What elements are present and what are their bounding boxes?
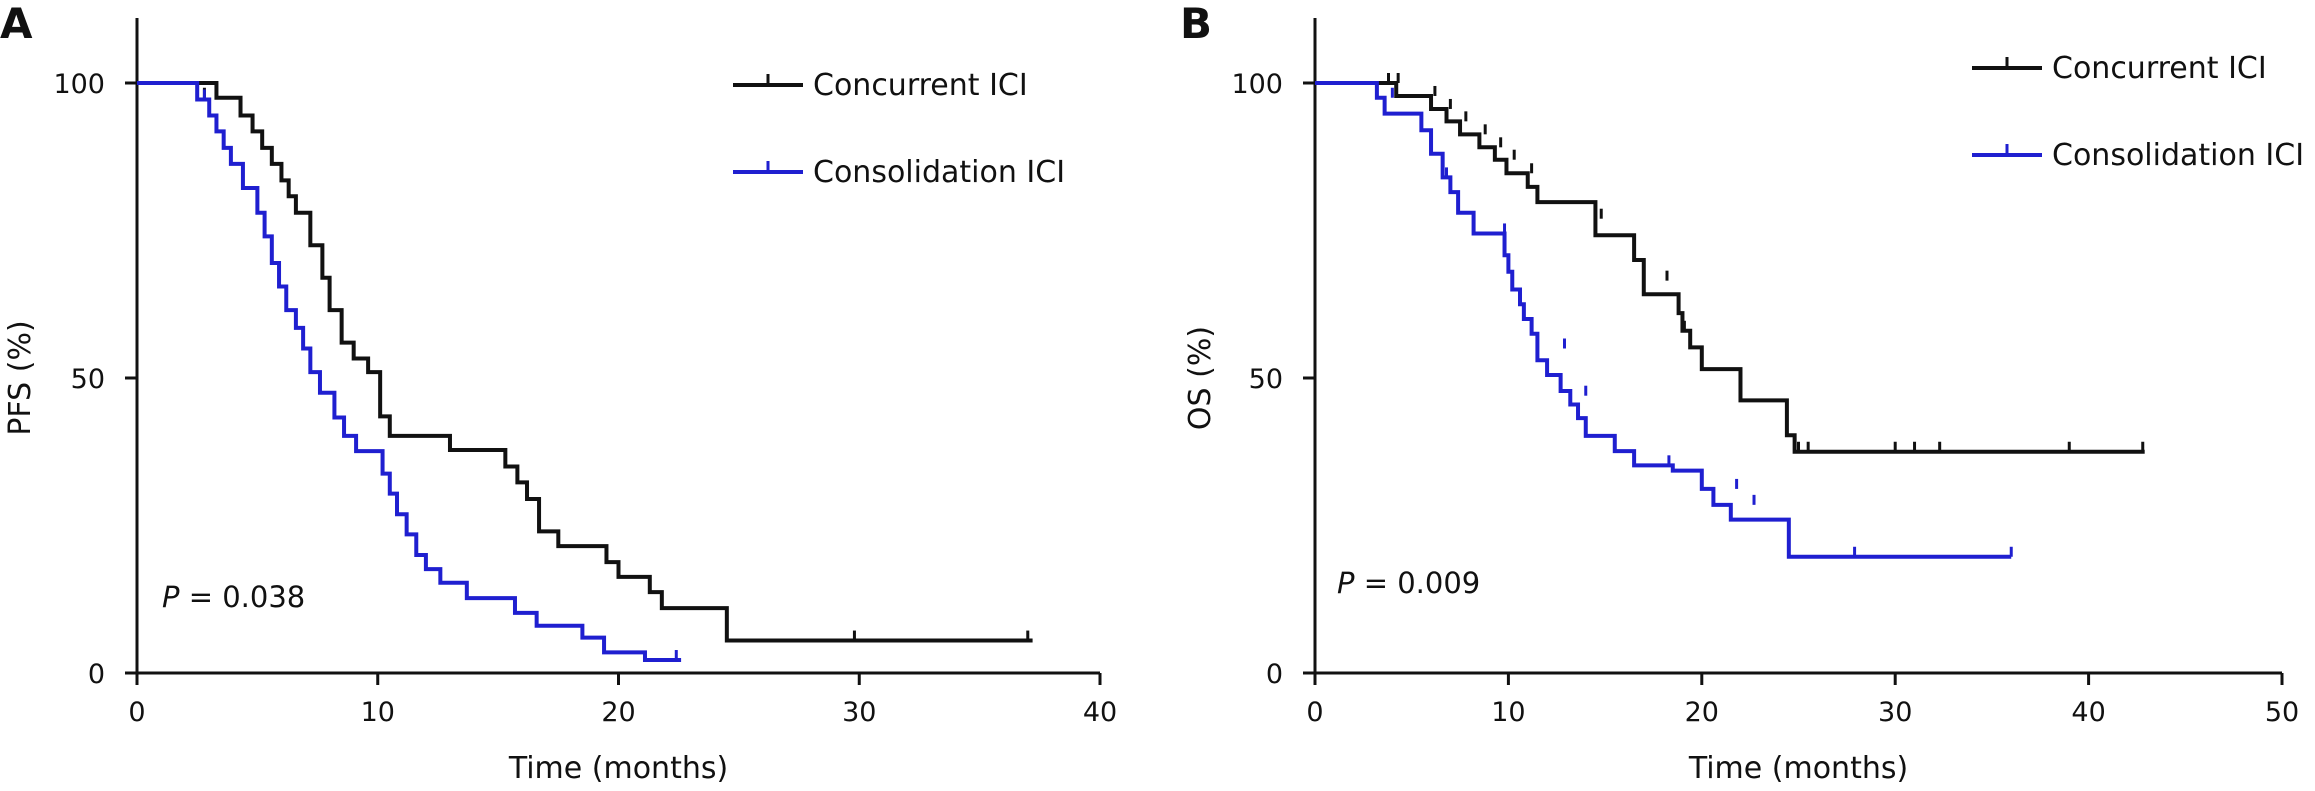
y-tick-label: 50 [71, 364, 105, 395]
p-value: = 0.038 [180, 580, 306, 614]
y-tick-label: 50 [1249, 364, 1283, 395]
y-axis-title: OS (%) [1183, 326, 1218, 430]
p-value-annotation: P = 0.009 [1337, 566, 1480, 600]
series-line [137, 81, 682, 663]
panel-label: A [0, 0, 33, 48]
x-tick-label: 40 [1083, 697, 1117, 728]
x-axis-title: Time (months) [508, 751, 728, 786]
y-tick-label: 0 [1266, 659, 1283, 690]
legend-label: Consolidation ICI [813, 155, 1065, 190]
x-tick-label: 30 [842, 697, 876, 728]
y-tick-label: 0 [88, 659, 105, 690]
x-axis-title: Time (months) [1688, 751, 1908, 786]
x-tick-label: 50 [2265, 697, 2299, 728]
series-line [1315, 81, 2145, 454]
x-tick-label: 0 [1306, 697, 1323, 728]
p-symbol: P [1337, 566, 1355, 600]
x-tick-label: 0 [128, 697, 145, 728]
p-value-annotation: P = 0.038 [162, 580, 305, 614]
panel-label: B [1180, 0, 1212, 48]
series-line [137, 81, 1033, 643]
x-tick-label: 20 [1685, 697, 1719, 728]
legend-label: Concurrent ICI [2052, 51, 2267, 86]
y-tick-label: 100 [53, 69, 105, 100]
p-symbol: P [162, 580, 180, 614]
p-value: = 0.009 [1355, 566, 1481, 600]
legend-label: Consolidation ICI [2052, 138, 2304, 173]
x-tick-label: 20 [601, 697, 635, 728]
y-axis-title: PFS (%) [3, 320, 38, 435]
x-tick-label: 40 [2071, 697, 2105, 728]
x-tick-label: 10 [1491, 697, 1525, 728]
y-tick-label: 100 [1231, 69, 1283, 100]
series-line [1315, 81, 2012, 559]
x-tick-label: 10 [361, 697, 395, 728]
panel-a: A 0 50 100 0 10 20 30 40 Time (months) PFS (%) Con… [0, 0, 1117, 786]
legend-label: Concurrent ICI [813, 68, 1028, 103]
panel-b: B 0 50 100 0 10 20 30 40 50 Time (months) OS (%) Co… [1180, 0, 2304, 786]
x-tick-label: 30 [1878, 697, 1912, 728]
